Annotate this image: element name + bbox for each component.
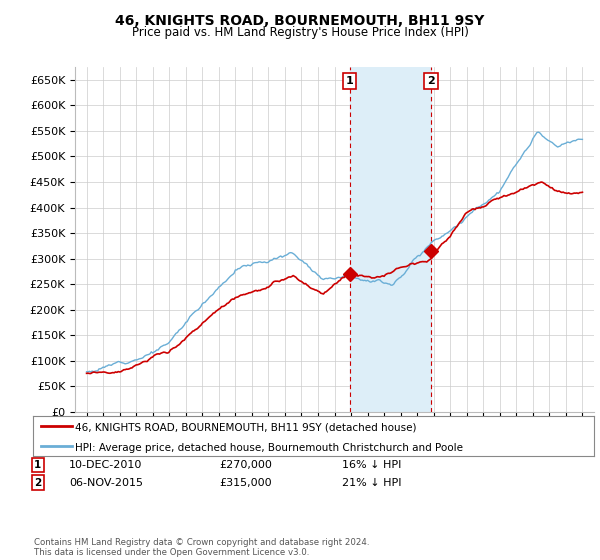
Text: Contains HM Land Registry data © Crown copyright and database right 2024.
This d: Contains HM Land Registry data © Crown c… [34, 538, 370, 557]
Text: 2: 2 [34, 478, 41, 488]
Text: 46, KNIGHTS ROAD, BOURNEMOUTH, BH11 9SY: 46, KNIGHTS ROAD, BOURNEMOUTH, BH11 9SY [115, 14, 485, 28]
Text: 10-DEC-2010: 10-DEC-2010 [69, 460, 142, 470]
Text: 46, KNIGHTS ROAD, BOURNEMOUTH, BH11 9SY (detached house): 46, KNIGHTS ROAD, BOURNEMOUTH, BH11 9SY … [75, 422, 416, 432]
Text: 16% ↓ HPI: 16% ↓ HPI [342, 460, 401, 470]
Bar [350, 67, 431, 412]
Text: HPI: Average price, detached house, Bournemouth Christchurch and Poole: HPI: Average price, detached house, Bour… [75, 442, 463, 452]
Text: Price paid vs. HM Land Registry's House Price Index (HPI): Price paid vs. HM Land Registry's House … [131, 26, 469, 39]
Text: 2: 2 [427, 76, 435, 86]
Text: £315,000: £315,000 [219, 478, 272, 488]
Text: 06-NOV-2015: 06-NOV-2015 [69, 478, 143, 488]
Text: £270,000: £270,000 [219, 460, 272, 470]
Text: 1: 1 [346, 76, 353, 86]
Text: 1: 1 [34, 460, 41, 470]
Text: 21% ↓ HPI: 21% ↓ HPI [342, 478, 401, 488]
